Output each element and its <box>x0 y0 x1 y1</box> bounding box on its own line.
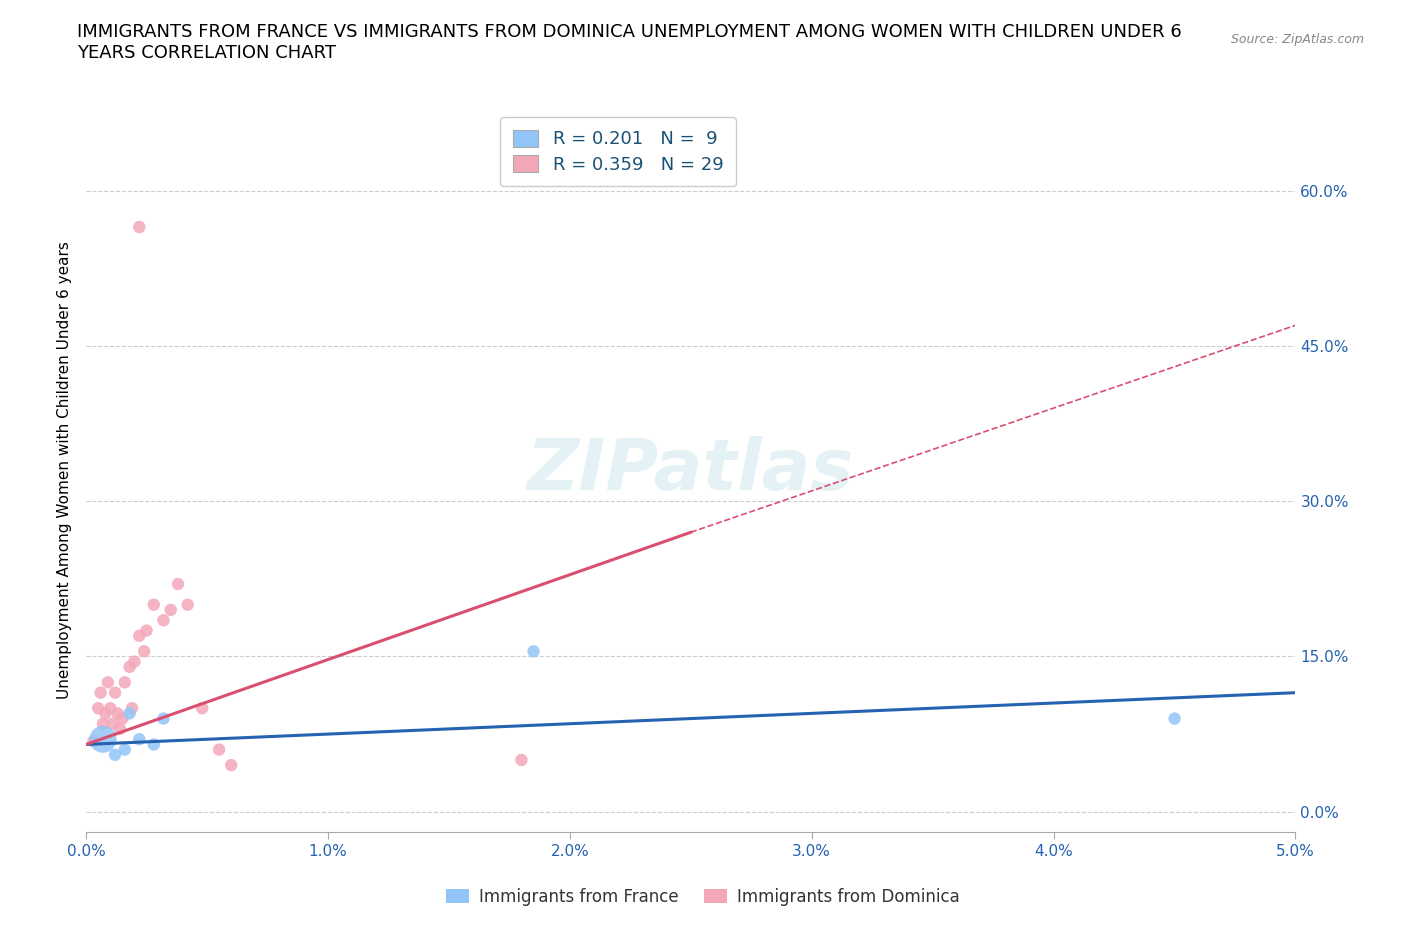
Point <box>111 711 134 726</box>
Point <box>128 629 150 644</box>
Point <box>135 623 157 638</box>
Point <box>134 644 156 658</box>
Point <box>176 597 198 612</box>
Point <box>1163 711 1185 726</box>
Point <box>510 752 533 767</box>
Point <box>114 675 136 690</box>
Point <box>91 732 114 747</box>
Point <box>142 597 165 612</box>
Point <box>118 706 141 721</box>
Point <box>104 748 127 763</box>
Point <box>522 644 544 658</box>
Point <box>108 722 131 737</box>
Point <box>91 716 114 731</box>
Point <box>101 716 124 731</box>
Point <box>107 706 129 721</box>
Text: Source: ZipAtlas.com: Source: ZipAtlas.com <box>1230 33 1364 46</box>
Point <box>104 685 127 700</box>
Point <box>114 742 136 757</box>
Point <box>152 613 174 628</box>
Point <box>128 219 150 234</box>
Point <box>87 701 110 716</box>
Point <box>191 701 214 716</box>
Point <box>82 734 104 749</box>
Text: ZIPatlas: ZIPatlas <box>527 435 855 505</box>
Text: IMMIGRANTS FROM FRANCE VS IMMIGRANTS FROM DOMINICA UNEMPLOYMENT AMONG WOMEN WITH: IMMIGRANTS FROM FRANCE VS IMMIGRANTS FRO… <box>77 23 1182 62</box>
Point <box>208 742 231 757</box>
Point <box>128 732 150 747</box>
Point <box>98 701 121 716</box>
Legend: R = 0.201   N =  9, R = 0.359   N = 29: R = 0.201 N = 9, R = 0.359 N = 29 <box>501 117 737 186</box>
Point <box>90 685 112 700</box>
Point <box>118 659 141 674</box>
Point <box>152 711 174 726</box>
Point <box>219 758 242 773</box>
Point <box>159 603 181 618</box>
Point <box>97 675 120 690</box>
Point <box>142 737 165 751</box>
Legend: Immigrants from France, Immigrants from Dominica: Immigrants from France, Immigrants from … <box>439 881 967 912</box>
Point <box>167 577 190 591</box>
Point <box>94 706 117 721</box>
Y-axis label: Unemployment Among Women with Children Under 6 years: Unemployment Among Women with Children U… <box>58 241 72 699</box>
Point <box>121 701 143 716</box>
Point <box>124 654 146 669</box>
